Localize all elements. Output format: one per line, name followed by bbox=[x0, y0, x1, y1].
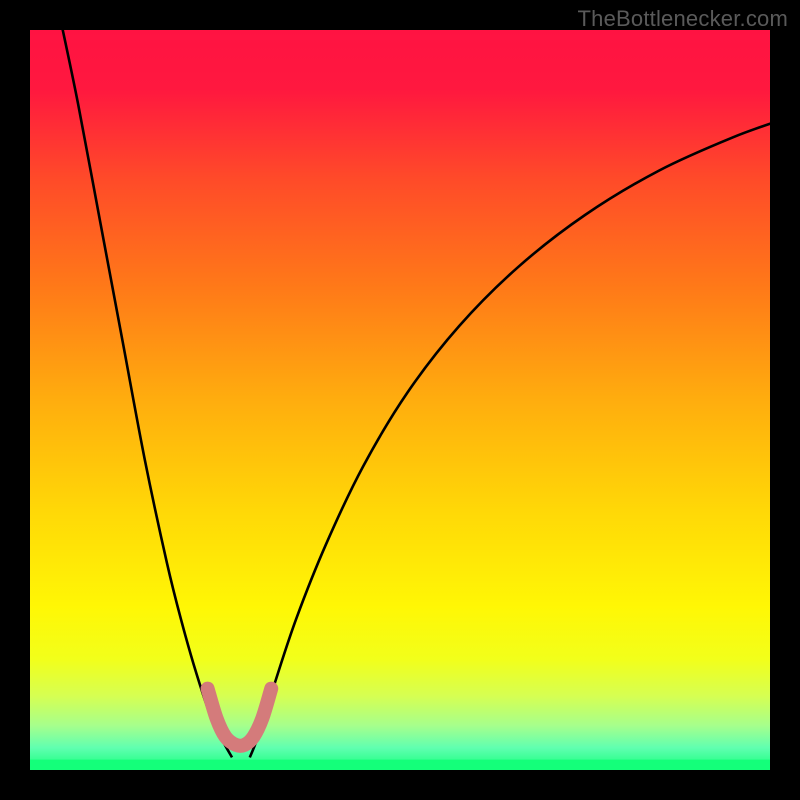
watermark-text: TheBottlenecker.com bbox=[578, 6, 788, 32]
gradient-plot-area bbox=[30, 30, 770, 770]
chart-root: TheBottlenecker.com bbox=[0, 0, 800, 800]
marker-u-shape bbox=[208, 689, 272, 746]
curve-layer bbox=[30, 30, 770, 770]
curve-left bbox=[60, 30, 232, 757]
curve-right bbox=[250, 119, 770, 758]
bottom-green-stripe bbox=[30, 760, 770, 770]
